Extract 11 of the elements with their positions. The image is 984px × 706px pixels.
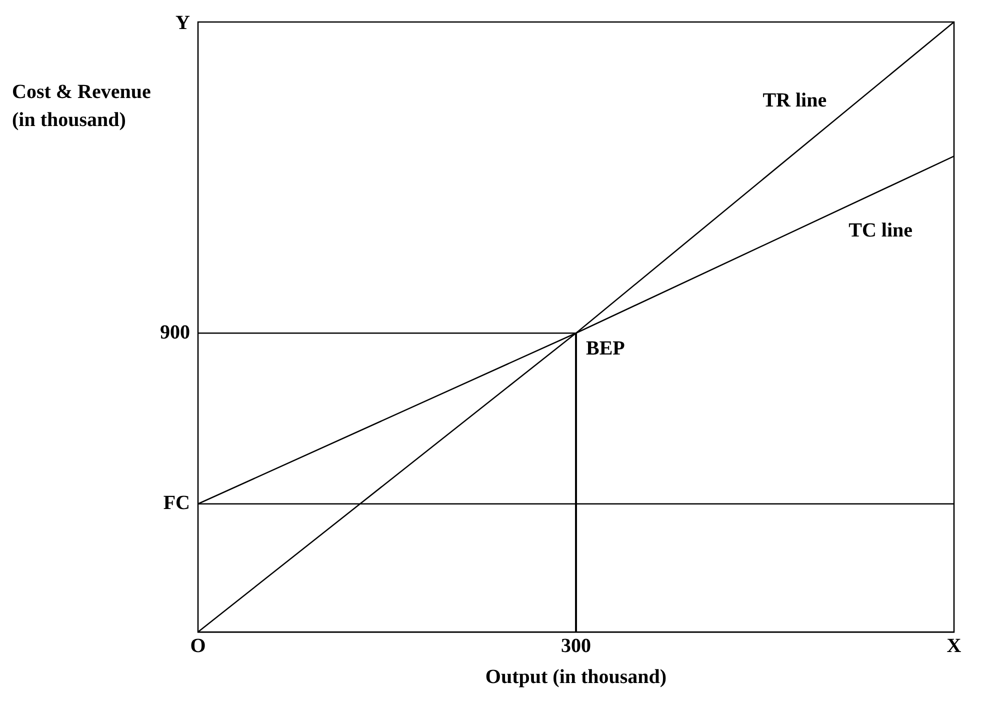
x-axis-title: Output (in thousand) (485, 666, 667, 688)
text: Y (176, 12, 191, 34)
x-tick-label: O (190, 635, 206, 658)
y-axis-title: Cost & Revenue (in thousand) (12, 80, 152, 133)
x-tick-label: X (946, 635, 962, 658)
series-label: TR line (762, 90, 827, 112)
series-label: TC line (848, 219, 913, 242)
series-label: 900 (160, 321, 190, 344)
annotation: BEP (586, 337, 625, 360)
x-tick-label: 300 (561, 635, 591, 658)
ref-line-label: FC (163, 492, 190, 514)
